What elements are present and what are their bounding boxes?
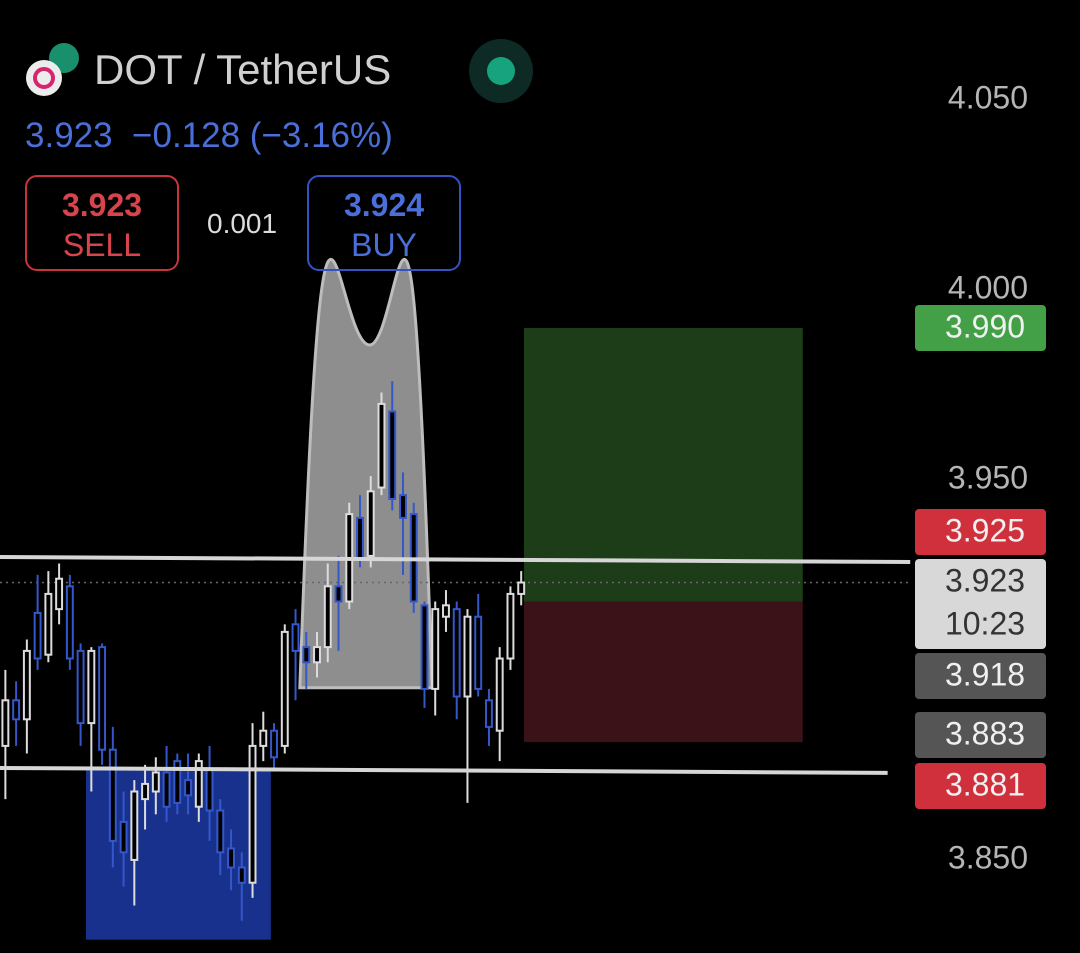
candle-body xyxy=(205,767,214,812)
candle-body xyxy=(366,490,375,557)
candle-body xyxy=(173,760,182,804)
y-tick-label: 3.950 xyxy=(948,459,1028,495)
loss-zone xyxy=(523,601,803,743)
candle-body xyxy=(44,592,53,656)
buy-button[interactable]: 3.924 BUY xyxy=(307,175,461,271)
candle-body xyxy=(12,699,21,721)
candle-body xyxy=(227,847,236,869)
price-line: 3.923 −0.128 (−3.16%) xyxy=(25,116,393,156)
price-tag xyxy=(915,509,1046,555)
candle-body xyxy=(442,604,450,618)
price-tag-label: 3.990 xyxy=(945,308,1025,344)
horizontal-line xyxy=(0,555,911,564)
status-dot xyxy=(487,57,515,85)
candle-body xyxy=(108,748,117,842)
candle-body xyxy=(323,585,332,649)
candle-body xyxy=(248,744,257,884)
price-tag xyxy=(915,763,1046,809)
candle-body xyxy=(119,820,128,854)
dot-icon xyxy=(26,60,62,96)
candle-body xyxy=(356,516,364,561)
candle-body xyxy=(216,809,225,854)
candle-body xyxy=(194,760,203,808)
candle-body xyxy=(474,615,483,690)
price-tag-label: 3.881 xyxy=(945,766,1025,802)
symbol: DOT / TetherUS xyxy=(94,46,392,93)
candle-body xyxy=(463,615,472,698)
candle-body xyxy=(388,410,397,500)
candle-body xyxy=(130,790,139,861)
candle-body xyxy=(495,657,504,732)
candle-body xyxy=(55,577,64,611)
candle-body xyxy=(313,646,321,664)
horizontal-line xyxy=(0,765,888,775)
candle-body xyxy=(22,649,31,721)
candle-body xyxy=(259,729,268,747)
candle-body xyxy=(33,611,42,660)
price-tag xyxy=(915,559,1046,649)
candle-body xyxy=(76,649,85,725)
candle-body xyxy=(302,646,311,664)
price-tag xyxy=(915,305,1046,351)
price-tag xyxy=(915,712,1046,758)
icons xyxy=(26,39,533,103)
buy-label: BUY xyxy=(351,227,417,263)
candle-body xyxy=(151,771,160,793)
y-tick-label: 4.050 xyxy=(948,79,1028,115)
change: −0.128 (−3.16%) xyxy=(132,116,393,155)
candle-body xyxy=(334,585,343,603)
sell-button[interactable]: 3.923 SELL xyxy=(25,175,179,271)
price-tag-label: 3.925 xyxy=(945,512,1025,548)
candle-body xyxy=(485,699,493,728)
candle-body xyxy=(420,604,429,690)
y-tick-label: 4.000 xyxy=(948,269,1028,305)
candle-body xyxy=(506,592,515,660)
sell-label: SELL xyxy=(62,227,142,263)
price-tag-label: 3.883 xyxy=(945,715,1025,751)
buy-price: 3.924 xyxy=(343,187,425,223)
price: 3.923 xyxy=(25,116,113,155)
candle-body xyxy=(184,779,193,797)
price-tag-label: 3.918 xyxy=(945,656,1025,692)
price-tag-label: 3.923 xyxy=(945,562,1025,598)
candle-body xyxy=(162,771,171,808)
spread: 0.001 xyxy=(207,208,278,239)
profit-zone xyxy=(523,327,803,602)
y-tick-label: 3.850 xyxy=(948,839,1028,875)
countdown: 10:23 xyxy=(945,605,1025,641)
candle-body xyxy=(141,782,150,801)
candle-body xyxy=(431,608,440,690)
candle-body xyxy=(1,699,10,747)
candle-body xyxy=(237,866,246,884)
arc-shape xyxy=(298,258,434,690)
candle-body xyxy=(87,649,96,725)
candle-body xyxy=(65,585,74,660)
candle-body xyxy=(291,623,300,652)
candle-body xyxy=(399,494,407,519)
candle-body xyxy=(517,581,526,595)
candle-body xyxy=(452,608,461,698)
candle-body xyxy=(270,729,278,759)
dot-icon-ring xyxy=(33,67,55,89)
candle-body xyxy=(377,402,386,489)
price-tag xyxy=(915,653,1046,699)
candle-body xyxy=(280,630,289,747)
sell-price: 3.923 xyxy=(61,187,143,223)
candle-body xyxy=(98,646,107,751)
